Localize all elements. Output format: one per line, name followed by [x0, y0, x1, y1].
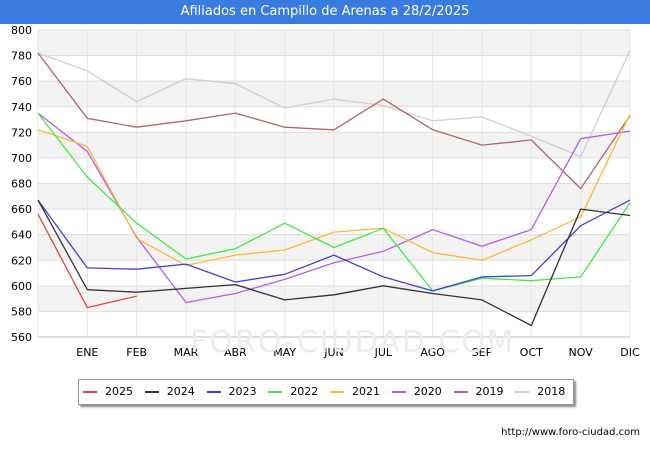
legend-swatch	[330, 391, 344, 393]
series-line-2022	[37, 112, 631, 292]
series-line-2024	[37, 199, 631, 327]
x-tick-label: SEP	[472, 346, 493, 359]
x-tick-label: AGO	[420, 346, 445, 359]
x-tick-label: JUN	[323, 346, 344, 359]
y-tick-label: 680	[11, 178, 32, 191]
legend-label: 2018	[537, 385, 566, 398]
legend: 2025 2024 2023 2022 2021 2020 2019 2018	[78, 379, 574, 405]
legend-swatch	[453, 391, 468, 393]
y-tick-label: 640	[11, 229, 32, 242]
legend-label: 2024	[166, 385, 195, 398]
y-tick-label: 740	[11, 101, 32, 114]
y-tick-label: 620	[11, 254, 32, 267]
legend-label: 2019	[475, 385, 504, 398]
legend-label: 2023	[228, 385, 257, 398]
legend-label: 2022	[290, 385, 319, 398]
y-tick-label: 560	[11, 331, 32, 344]
y-tick-label: 580	[11, 305, 32, 318]
x-tick-label: ABR	[224, 346, 247, 359]
watermark: FORO-CIUDAD.COM	[190, 325, 515, 360]
x-tick-label: OCT	[520, 346, 543, 359]
x-tick-label: MAY	[273, 346, 296, 359]
x-tick-label: FEB	[126, 346, 147, 359]
y-tick-label: 800	[11, 24, 32, 37]
x-tick-label: DIC	[620, 346, 640, 359]
y-tick-label: 700	[11, 152, 32, 165]
legend-label: 2021	[352, 385, 380, 398]
legend-swatch	[268, 391, 283, 393]
legend-label: 2025	[105, 385, 133, 398]
y-tick-label: 760	[11, 75, 32, 88]
y-tick-label: 600	[11, 280, 32, 293]
legend-swatch	[144, 391, 159, 393]
legend-swatch	[515, 391, 530, 393]
legend-swatch	[206, 391, 221, 393]
source-url[interactable]: http://www.foro-ciudad.com	[501, 427, 640, 438]
legend-swatch	[83, 391, 97, 393]
series-line-2018	[37, 50, 631, 158]
series-line-2025	[37, 213, 137, 309]
y-tick-label: 720	[11, 126, 32, 139]
y-tick-label: 780	[11, 50, 32, 63]
series-line-2019	[37, 52, 631, 190]
x-tick-label: JUL	[374, 346, 393, 359]
legend-swatch	[391, 391, 406, 393]
chart-title: Afiliados en Campillo de Arenas a 28/2/2…	[0, 0, 650, 24]
x-tick-label: MAR	[174, 346, 199, 359]
series-line-2021	[37, 114, 631, 267]
series-line-2023	[37, 199, 631, 292]
y-tick-label: 660	[11, 203, 32, 216]
legend-label: 2020	[413, 385, 442, 398]
x-tick-label: ENE	[76, 346, 98, 359]
x-tick-label: NOV	[569, 346, 594, 359]
